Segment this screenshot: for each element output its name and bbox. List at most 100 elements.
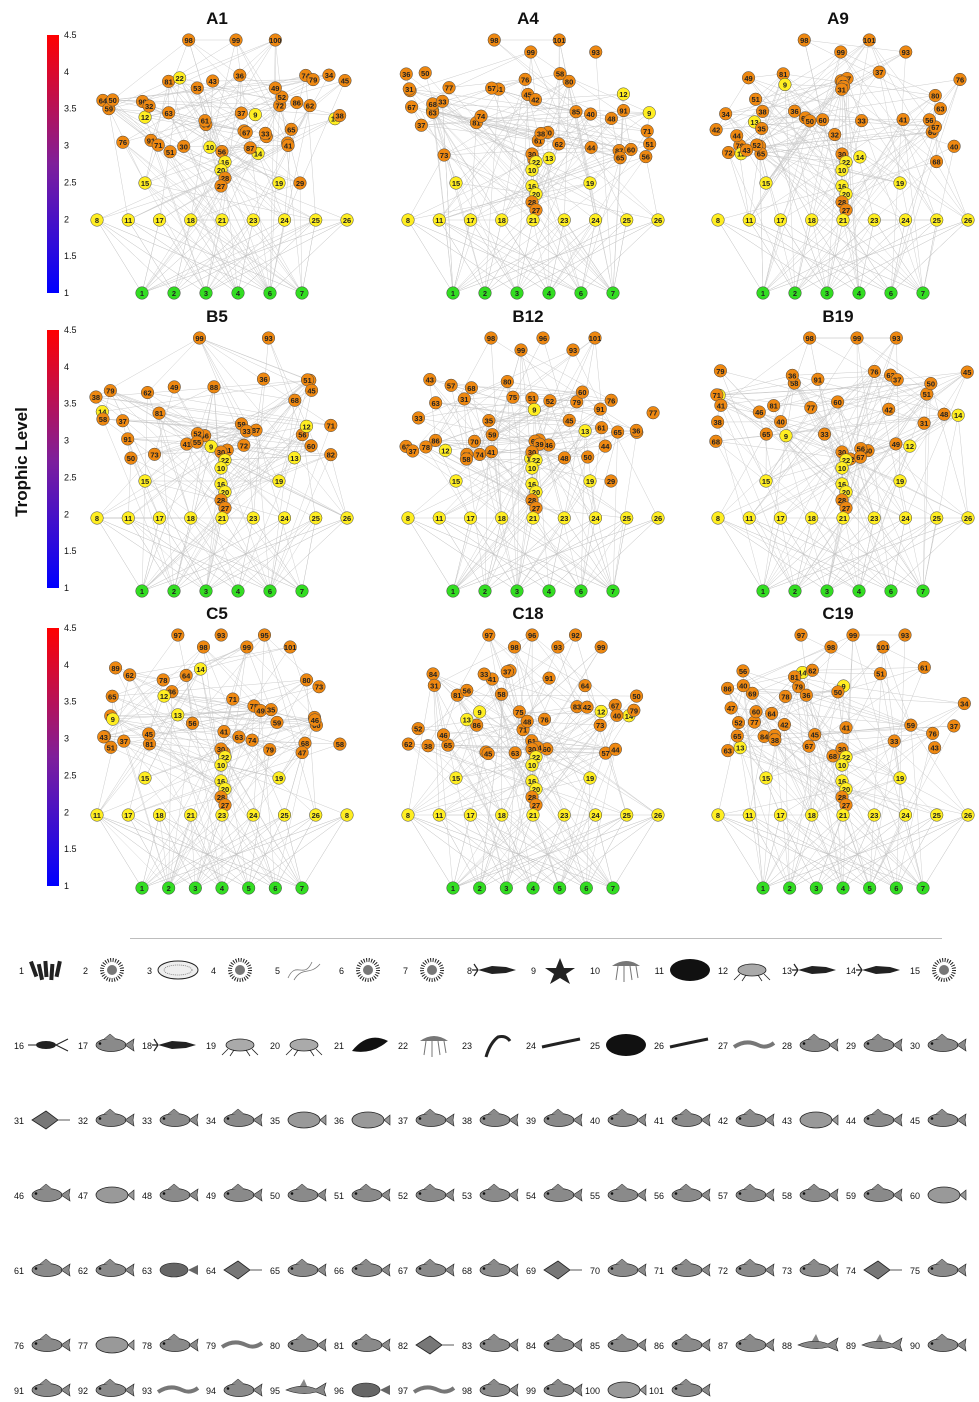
shape [124,1038,135,1052]
legend-item-42: 42 [718,1108,775,1127]
node-circle [835,82,849,96]
species-node-17: 17 [121,808,135,822]
node-circle [756,286,770,300]
node-circle [405,100,419,114]
trophic-link [96,219,175,294]
species-node-21: 21 [836,213,850,227]
crab-icon [733,963,771,982]
trophic-link [108,108,169,114]
shape [351,1111,385,1129]
legend-number: 5 [275,966,280,976]
legend-number: 2 [83,966,88,976]
colorbar-gradient [47,35,59,293]
species-node-37: 37 [117,734,131,748]
species-node-78: 78 [419,440,433,454]
legend-item-64: 64 [206,1260,262,1280]
species-node-50: 50 [124,451,138,465]
species-node-19: 19 [893,176,907,190]
trophic-link [794,131,933,294]
trophic-link [108,108,245,132]
legend-number: 54 [526,1191,536,1201]
trophic-link [902,119,924,294]
colorbar-tick-label: 3 [64,734,69,744]
species-node-6: 6 [884,286,898,300]
shape [735,1188,767,1202]
node-circle [268,81,282,95]
species-node-67: 67 [239,125,253,139]
trophic-link [173,507,226,592]
shape [737,963,767,977]
species-node-37: 37 [872,65,886,79]
trophic-link [150,140,207,294]
legend-item-17: 17 [78,1033,135,1052]
species-node-9: 9 [106,712,120,726]
node-label: 18 [187,514,195,523]
species-node-92: 92 [568,628,583,642]
trophic-link [158,412,198,443]
shape [508,1113,519,1127]
legend-number: 37 [398,1116,408,1126]
node-label: 81 [145,740,153,749]
node-label: 38 [424,742,432,751]
shape [252,1113,263,1127]
species-node-23: 23 [557,213,571,227]
trophic-link [845,804,870,889]
node-label: 69 [748,689,756,698]
species-node-37: 37 [414,118,428,132]
trophic-link [761,128,812,221]
node-label: 93 [592,48,600,57]
node-label: 45 [811,731,819,740]
shape [700,1383,711,1397]
species-node-89: 89 [109,661,123,675]
species-node-46: 46 [752,405,766,419]
species-node-60: 60 [304,439,318,453]
species-node-23: 23 [557,511,571,525]
node-circle [237,438,251,452]
trophic-link [612,110,624,294]
node-label: 8 [345,811,349,820]
species-node-84: 84 [426,667,440,681]
node-circle [207,380,221,394]
node-label: 63 [724,747,732,756]
species-node-13: 13 [578,424,592,438]
node-label: 101 [589,334,602,343]
trophic-link [464,391,583,400]
trophic-link [759,51,841,147]
node-label: 33 [261,129,269,138]
species-node-43: 43 [206,74,220,88]
node-label: 5 [868,884,872,893]
legend-number: 34 [206,1116,216,1126]
shape [43,960,49,978]
legend-number: 68 [462,1266,472,1276]
shape [546,1192,550,1195]
node-circle [272,176,286,190]
legend-item-29: 29 [846,1033,903,1052]
node-label: 10 [528,464,536,473]
species-node-65: 65 [284,122,298,136]
fish-icon [287,1333,327,1352]
node-circle [739,143,754,157]
legend-number: 39 [526,1116,536,1126]
trophic-link [418,349,574,419]
trophic-link [145,74,330,118]
node-label: 49 [256,707,264,716]
trophic-link [173,517,223,592]
legend-number: 62 [78,1266,88,1276]
species-node-18: 18 [152,808,167,822]
species-node-25: 25 [930,511,944,525]
trophic-link [220,426,307,485]
trophic-link [127,438,175,592]
species-node-56: 56 [460,683,474,697]
trophic-link [141,517,348,592]
trophic-link [169,151,223,221]
trophic-link [811,89,842,221]
node-label: 13 [174,711,182,720]
shape [31,1263,63,1277]
shape [423,1258,437,1265]
legend-number: 18 [142,1041,152,1051]
node-circle [177,139,191,153]
shape [287,1188,319,1202]
node-label: 6 [579,587,583,596]
shape [828,1263,839,1277]
node-label: 56 [298,431,306,440]
